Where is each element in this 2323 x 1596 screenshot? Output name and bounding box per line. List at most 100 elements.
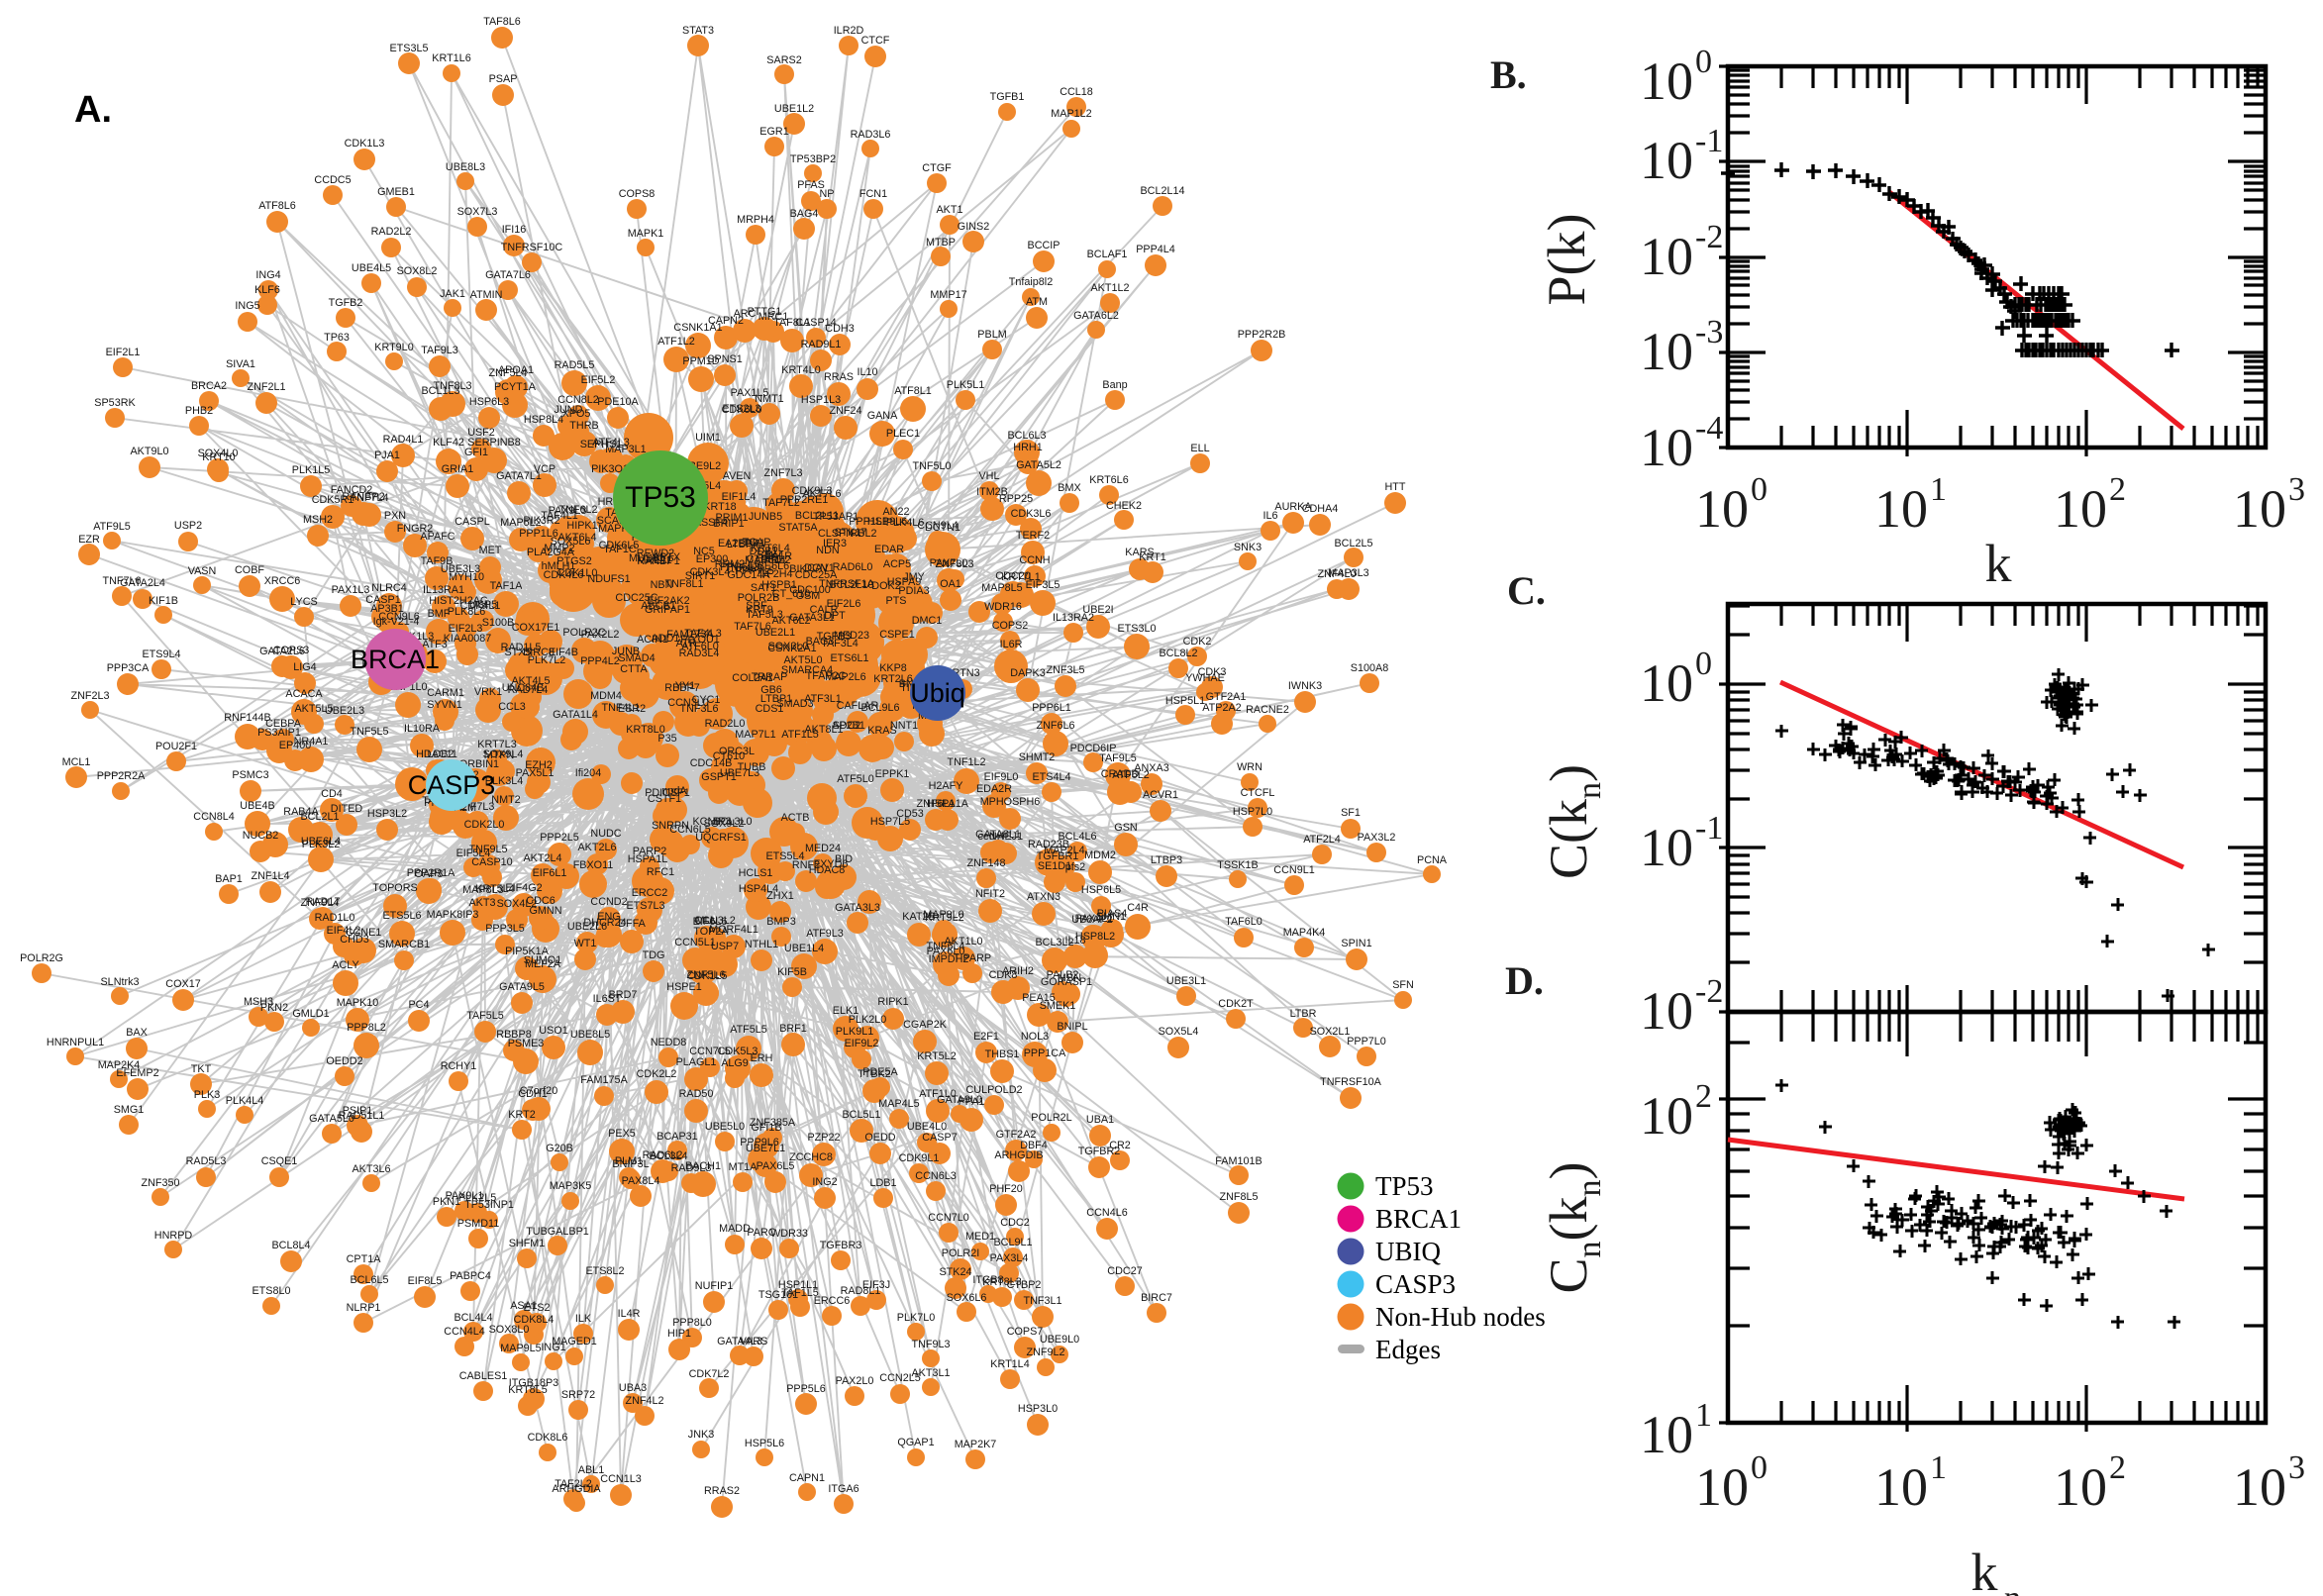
svg-text:BID: BID xyxy=(835,853,853,865)
svg-text:TAF7L2: TAF7L2 xyxy=(762,497,800,509)
svg-text:ZNF7L3: ZNF7L3 xyxy=(763,467,802,479)
svg-text:DDB1: DDB1 xyxy=(750,546,778,557)
svg-text:RNF144B: RNF144B xyxy=(224,712,270,724)
svg-text:CCL18: CCL18 xyxy=(1060,86,1093,98)
svg-text:SOX9L4: SOX9L4 xyxy=(483,748,524,760)
svg-text:IL6R: IL6R xyxy=(1000,639,1023,650)
svg-text:ZNF9L4: ZNF9L4 xyxy=(300,897,339,909)
svg-text:D.: D. xyxy=(1505,958,1544,1003)
svg-text:GATA9L0: GATA9L0 xyxy=(937,1094,982,1106)
svg-text:XRCC6: XRCC6 xyxy=(264,575,301,587)
svg-text:PTGS2: PTGS2 xyxy=(556,555,591,567)
svg-text:POLR2L: POLR2L xyxy=(1031,1112,1071,1124)
svg-text:DAPK3: DAPK3 xyxy=(1010,667,1045,679)
svg-text:C(kn): C(kn) xyxy=(1539,764,1608,879)
svg-text:Igk-V21-4: Igk-V21-4 xyxy=(373,616,420,628)
svg-text:CCN9L1: CCN9L1 xyxy=(1273,864,1314,876)
svg-text:PLK9L1: PLK9L1 xyxy=(836,1026,873,1038)
svg-text:GRIPAP1: GRIPAP1 xyxy=(645,604,690,616)
svg-text:LTBP1: LTBP1 xyxy=(760,693,792,705)
svg-text:CDC14B: CDC14B xyxy=(690,757,733,769)
svg-text:0: 0 xyxy=(1751,1449,1768,1486)
svg-text:MYH10: MYH10 xyxy=(449,571,484,583)
svg-text:3: 3 xyxy=(2288,1449,2305,1486)
svg-text:CDH3: CDH3 xyxy=(825,323,854,335)
svg-text:BALR: BALR xyxy=(764,550,792,562)
svg-text:NBN: NBN xyxy=(651,579,673,591)
svg-text:TOP2A: TOP2A xyxy=(693,926,729,938)
svg-text:APAFC: APAFC xyxy=(420,531,454,543)
svg-text:C4R: C4R xyxy=(1127,902,1149,914)
svg-text:KRT9L2: KRT9L2 xyxy=(925,912,963,924)
svg-text:SMN1: SMN1 xyxy=(1096,911,1126,923)
svg-text:CDC25C: CDC25C xyxy=(615,592,657,604)
svg-text:PAX5L1: PAX5L1 xyxy=(516,767,555,779)
svg-text:ACTB: ACTB xyxy=(781,812,810,824)
svg-text:ATF3: ATF3 xyxy=(422,639,448,650)
svg-text:DMC1: DMC1 xyxy=(912,615,943,627)
svg-text:MED23: MED23 xyxy=(834,630,869,642)
svg-text:ATR: ATR xyxy=(676,638,697,649)
svg-text:LTBP3: LTBP3 xyxy=(1151,854,1182,866)
svg-text:PRIM1: PRIM1 xyxy=(716,512,749,524)
svg-text:EIF8L5: EIF8L5 xyxy=(408,1275,443,1287)
svg-text:KRAS: KRAS xyxy=(867,725,896,737)
svg-text:MAP2K4: MAP2K4 xyxy=(98,1059,141,1071)
svg-text:MMP17: MMP17 xyxy=(930,289,966,301)
svg-text:ZNF6L1: ZNF6L1 xyxy=(916,798,955,810)
svg-text:JMY: JMY xyxy=(903,571,925,583)
svg-text:PAX9L3: PAX9L3 xyxy=(549,505,587,517)
svg-text:SIRT1: SIRT1 xyxy=(685,570,715,582)
svg-text:CDK8: CDK8 xyxy=(989,969,1018,981)
svg-text:ZNF4L2: ZNF4L2 xyxy=(625,1395,663,1407)
svg-text:PLM1: PLM1 xyxy=(615,1155,643,1167)
svg-text:PKN2: PKN2 xyxy=(260,1002,288,1014)
svg-text:C.: C. xyxy=(1507,568,1546,613)
svg-text:RFWD2: RFWD2 xyxy=(637,548,674,559)
svg-text:UBE4L5: UBE4L5 xyxy=(352,262,391,274)
svg-text:AKT7L6: AKT7L6 xyxy=(802,488,841,500)
svg-text:MAP3K5: MAP3K5 xyxy=(550,1180,592,1192)
svg-text:DBF4: DBF4 xyxy=(1020,1140,1048,1151)
svg-text:PPP2R2B: PPP2R2B xyxy=(1238,329,1286,341)
svg-text:ZCCHC8: ZCCHC8 xyxy=(789,1151,833,1163)
svg-text:NC5: NC5 xyxy=(693,546,715,557)
svg-text:CGAP2K: CGAP2K xyxy=(903,1019,948,1031)
svg-text:CD53: CD53 xyxy=(896,808,924,820)
svg-text:HSPA1A: HSPA1A xyxy=(927,798,969,810)
svg-text:SF1: SF1 xyxy=(1341,807,1361,819)
svg-text:ZNF2L1: ZNF2L1 xyxy=(247,381,285,393)
svg-text:CCN9L6: CCN9L6 xyxy=(378,611,419,623)
svg-text:BRCA1: BRCA1 xyxy=(1375,1204,1462,1234)
svg-text:PIP5K1A: PIP5K1A xyxy=(505,946,550,957)
svg-text:IFI16: IFI16 xyxy=(502,224,527,236)
svg-text:EFEMP2: EFEMP2 xyxy=(116,1067,158,1079)
svg-text:MRE11: MRE11 xyxy=(637,554,671,566)
svg-text:TAF7L6: TAF7L6 xyxy=(734,621,771,633)
svg-text:PLK3L4: PLK3L4 xyxy=(485,775,523,787)
svg-text:BCL2L1: BCL2L1 xyxy=(300,811,339,823)
svg-text:COPS3: COPS3 xyxy=(273,645,310,656)
svg-text:CASP7: CASP7 xyxy=(922,1132,957,1144)
svg-text:HSP3L2: HSP3L2 xyxy=(367,808,407,820)
svg-text:ETS7L3: ETS7L3 xyxy=(626,900,664,912)
svg-text:AKT1: AKT1 xyxy=(936,204,962,216)
svg-text:E2F1: E2F1 xyxy=(973,1031,999,1043)
svg-text:GRIA1: GRIA1 xyxy=(442,463,473,475)
svg-text:KRT18: KRT18 xyxy=(703,501,736,513)
svg-text:PHF20: PHF20 xyxy=(989,1183,1023,1195)
svg-text:IL18: IL18 xyxy=(1064,935,1085,947)
svg-text:BCL3L0: BCL3L0 xyxy=(713,816,752,828)
svg-text:ATF5L0: ATF5L0 xyxy=(837,773,874,785)
svg-text:ANXA3: ANXA3 xyxy=(1134,762,1168,774)
svg-text:CCND2: CCND2 xyxy=(590,896,627,908)
svg-text:PIK3R2: PIK3R2 xyxy=(523,515,559,527)
svg-text:TNF1L2: TNF1L2 xyxy=(947,756,985,768)
svg-text:TNF5L5: TNF5L5 xyxy=(350,726,388,738)
svg-text:CD4: CD4 xyxy=(321,788,343,800)
svg-text:IL13RA2: IL13RA2 xyxy=(1053,612,1094,624)
svg-text:MAP3L3: MAP3L3 xyxy=(1328,567,1368,579)
svg-text:RRAS: RRAS xyxy=(824,371,854,383)
svg-text:STK4: STK4 xyxy=(757,549,783,561)
svg-text:BCL8L2: BCL8L2 xyxy=(1159,648,1197,659)
